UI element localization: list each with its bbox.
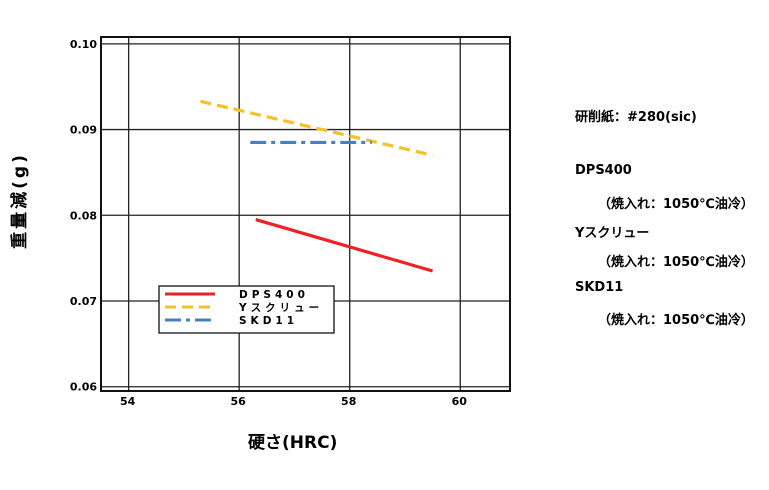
tick-labels: 54 56 58 60 0.06 0.07 0.08 0.09 0.10 <box>70 38 467 408</box>
x-tick-label-2: 58 <box>341 395 356 408</box>
abrasive-note: 研削紙：#280(sic) <box>575 110 697 125</box>
legend-label-1: Yスクリュー <box>238 302 323 314</box>
y-axis-label: 重量減(g) <box>2 120 32 280</box>
x-tick-label-0: 54 <box>120 395 136 408</box>
x-axis-label: 硬さ(HRC) <box>248 433 338 453</box>
x-tick-label-3: 60 <box>452 395 468 408</box>
note-material-skd11: SKD11 <box>575 280 624 295</box>
legend-label-2: SKD11 <box>239 315 298 327</box>
note-material-yscrew: Yスクリュー <box>575 226 650 241</box>
y-tick-label-0: 0.06 <box>70 381 97 394</box>
legend-label-0: DPS400 <box>239 289 309 301</box>
x-tick-label-1: 56 <box>231 395 247 408</box>
y-tick-label-4: 0.10 <box>70 38 97 51</box>
note-treatment-yscrew: （焼入れ：1050℃油冷） <box>598 255 754 270</box>
grid <box>101 37 510 391</box>
y-tick-label-3: 0.09 <box>70 124 97 137</box>
y-axis-label-text: 重量減(g) <box>9 151 30 249</box>
note-material-dps400: DPS400 <box>575 163 632 178</box>
note-treatment-skd11: （焼入れ：1050℃油冷） <box>598 313 754 328</box>
plot-frame <box>100 36 511 392</box>
y-tick-label-2: 0.08 <box>70 209 97 222</box>
series-line-0 <box>255 218 434 273</box>
series-lines <box>200 99 434 273</box>
series-line-1 <box>200 99 433 157</box>
y-tick-label-1: 0.07 <box>70 295 97 308</box>
note-treatment-dps400: （焼入れ：1050℃油冷） <box>598 197 754 212</box>
